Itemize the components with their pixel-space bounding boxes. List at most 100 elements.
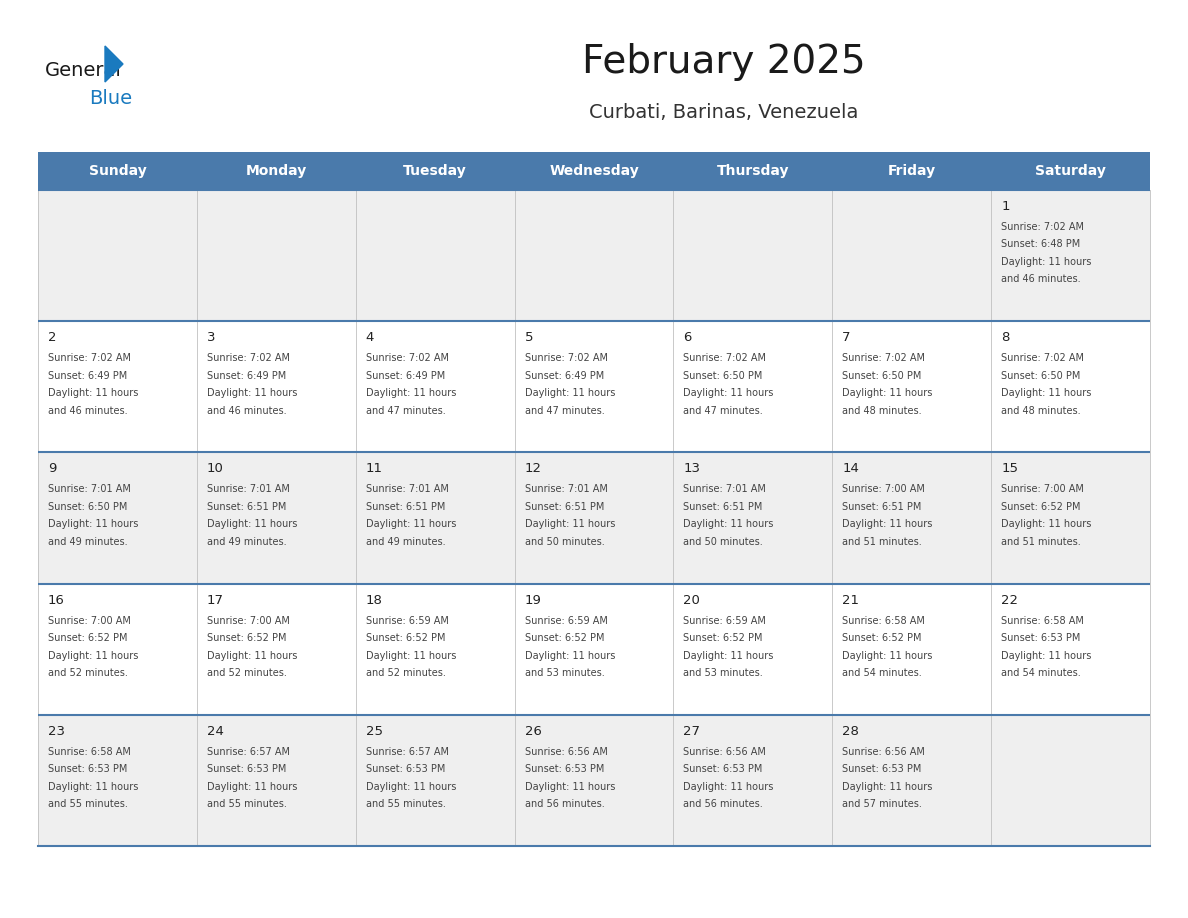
- Text: 19: 19: [525, 594, 542, 607]
- Text: Sunrise: 7:00 AM: Sunrise: 7:00 AM: [48, 616, 131, 625]
- Text: 15: 15: [1001, 463, 1018, 476]
- Text: Sunrise: 7:01 AM: Sunrise: 7:01 AM: [683, 485, 766, 495]
- Text: and 51 minutes.: and 51 minutes.: [842, 537, 922, 547]
- Text: Sunrise: 7:02 AM: Sunrise: 7:02 AM: [525, 353, 607, 364]
- Text: Sunrise: 6:59 AM: Sunrise: 6:59 AM: [366, 616, 449, 625]
- Text: 2: 2: [48, 331, 57, 344]
- Text: Saturday: Saturday: [1035, 164, 1106, 178]
- Text: Sunrise: 6:58 AM: Sunrise: 6:58 AM: [1001, 616, 1083, 625]
- Text: Sunrise: 7:01 AM: Sunrise: 7:01 AM: [48, 485, 131, 495]
- Text: 13: 13: [683, 463, 701, 476]
- Text: Sunday: Sunday: [89, 164, 146, 178]
- Text: and 50 minutes.: and 50 minutes.: [525, 537, 605, 547]
- Text: Daylight: 11 hours: Daylight: 11 hours: [683, 520, 773, 530]
- Text: Daylight: 11 hours: Daylight: 11 hours: [842, 782, 933, 792]
- Bar: [38, 190, 1150, 321]
- Text: Sunset: 6:52 PM: Sunset: 6:52 PM: [48, 633, 127, 644]
- Text: Sunset: 6:49 PM: Sunset: 6:49 PM: [525, 371, 604, 381]
- Text: Daylight: 11 hours: Daylight: 11 hours: [842, 520, 933, 530]
- Text: Sunset: 6:50 PM: Sunset: 6:50 PM: [683, 371, 763, 381]
- Text: Daylight: 11 hours: Daylight: 11 hours: [1001, 257, 1092, 267]
- Text: and 52 minutes.: and 52 minutes.: [48, 668, 128, 678]
- Text: and 56 minutes.: and 56 minutes.: [525, 800, 605, 810]
- Text: Sunrise: 6:56 AM: Sunrise: 6:56 AM: [842, 747, 925, 756]
- Text: Sunrise: 6:57 AM: Sunrise: 6:57 AM: [366, 747, 449, 756]
- Text: Daylight: 11 hours: Daylight: 11 hours: [1001, 651, 1092, 661]
- Text: Sunset: 6:50 PM: Sunset: 6:50 PM: [48, 502, 127, 512]
- Text: Sunset: 6:50 PM: Sunset: 6:50 PM: [1001, 371, 1081, 381]
- Text: Daylight: 11 hours: Daylight: 11 hours: [366, 651, 456, 661]
- Text: Sunrise: 7:02 AM: Sunrise: 7:02 AM: [207, 353, 290, 364]
- Text: and 46 minutes.: and 46 minutes.: [1001, 274, 1081, 285]
- Text: and 52 minutes.: and 52 minutes.: [207, 668, 286, 678]
- Text: 3: 3: [207, 331, 215, 344]
- Text: Sunset: 6:52 PM: Sunset: 6:52 PM: [525, 633, 604, 644]
- Text: Sunrise: 6:56 AM: Sunrise: 6:56 AM: [683, 747, 766, 756]
- Text: and 53 minutes.: and 53 minutes.: [525, 668, 605, 678]
- Text: Sunrise: 7:02 AM: Sunrise: 7:02 AM: [48, 353, 131, 364]
- Text: 27: 27: [683, 725, 701, 738]
- Text: Sunset: 6:52 PM: Sunset: 6:52 PM: [842, 633, 922, 644]
- Text: Daylight: 11 hours: Daylight: 11 hours: [366, 520, 456, 530]
- Text: and 55 minutes.: and 55 minutes.: [207, 800, 286, 810]
- Text: Sunrise: 7:00 AM: Sunrise: 7:00 AM: [1001, 485, 1083, 495]
- Text: Sunrise: 6:56 AM: Sunrise: 6:56 AM: [525, 747, 607, 756]
- Text: and 51 minutes.: and 51 minutes.: [1001, 537, 1081, 547]
- Text: and 47 minutes.: and 47 minutes.: [525, 406, 605, 416]
- Text: and 57 minutes.: and 57 minutes.: [842, 800, 922, 810]
- Text: Sunset: 6:53 PM: Sunset: 6:53 PM: [683, 765, 763, 774]
- Text: Sunset: 6:52 PM: Sunset: 6:52 PM: [207, 633, 286, 644]
- Text: Daylight: 11 hours: Daylight: 11 hours: [366, 782, 456, 792]
- Text: 28: 28: [842, 725, 859, 738]
- Bar: [38, 715, 1150, 846]
- Text: and 46 minutes.: and 46 minutes.: [48, 406, 127, 416]
- Text: Blue: Blue: [89, 89, 132, 108]
- Text: Sunset: 6:53 PM: Sunset: 6:53 PM: [366, 765, 446, 774]
- Text: Thursday: Thursday: [716, 164, 789, 178]
- Text: Sunset: 6:52 PM: Sunset: 6:52 PM: [366, 633, 446, 644]
- Text: Sunrise: 7:02 AM: Sunrise: 7:02 AM: [842, 353, 925, 364]
- Text: Daylight: 11 hours: Daylight: 11 hours: [1001, 520, 1092, 530]
- Text: 22: 22: [1001, 594, 1018, 607]
- Text: February 2025: February 2025: [582, 43, 866, 81]
- Bar: [38, 321, 1150, 453]
- Text: Sunrise: 7:02 AM: Sunrise: 7:02 AM: [683, 353, 766, 364]
- Text: Sunrise: 7:00 AM: Sunrise: 7:00 AM: [842, 485, 925, 495]
- Text: Sunset: 6:51 PM: Sunset: 6:51 PM: [525, 502, 604, 512]
- Text: Sunset: 6:53 PM: Sunset: 6:53 PM: [842, 765, 922, 774]
- Text: Daylight: 11 hours: Daylight: 11 hours: [48, 782, 138, 792]
- Text: Sunset: 6:53 PM: Sunset: 6:53 PM: [1001, 633, 1081, 644]
- Text: Wednesday: Wednesday: [549, 164, 639, 178]
- Text: and 54 minutes.: and 54 minutes.: [1001, 668, 1081, 678]
- Text: Tuesday: Tuesday: [403, 164, 467, 178]
- Text: Sunrise: 7:01 AM: Sunrise: 7:01 AM: [207, 485, 290, 495]
- Text: 9: 9: [48, 463, 56, 476]
- Text: Sunset: 6:53 PM: Sunset: 6:53 PM: [48, 765, 127, 774]
- Text: Sunset: 6:52 PM: Sunset: 6:52 PM: [683, 633, 763, 644]
- Text: Daylight: 11 hours: Daylight: 11 hours: [525, 388, 615, 398]
- Text: and 50 minutes.: and 50 minutes.: [683, 537, 763, 547]
- Text: 4: 4: [366, 331, 374, 344]
- Text: 25: 25: [366, 725, 383, 738]
- Text: Daylight: 11 hours: Daylight: 11 hours: [683, 651, 773, 661]
- Text: 23: 23: [48, 725, 65, 738]
- Text: 18: 18: [366, 594, 383, 607]
- Text: 1: 1: [1001, 200, 1010, 213]
- Bar: [38, 453, 1150, 584]
- Text: Sunset: 6:49 PM: Sunset: 6:49 PM: [207, 371, 286, 381]
- Text: Daylight: 11 hours: Daylight: 11 hours: [48, 651, 138, 661]
- Text: 5: 5: [525, 331, 533, 344]
- Text: and 47 minutes.: and 47 minutes.: [366, 406, 446, 416]
- Text: Daylight: 11 hours: Daylight: 11 hours: [525, 651, 615, 661]
- Text: 14: 14: [842, 463, 859, 476]
- Text: and 55 minutes.: and 55 minutes.: [48, 800, 128, 810]
- Text: 12: 12: [525, 463, 542, 476]
- Text: Daylight: 11 hours: Daylight: 11 hours: [842, 651, 933, 661]
- Text: Daylight: 11 hours: Daylight: 11 hours: [207, 782, 297, 792]
- Text: Daylight: 11 hours: Daylight: 11 hours: [48, 520, 138, 530]
- Text: 6: 6: [683, 331, 691, 344]
- Text: and 53 minutes.: and 53 minutes.: [683, 668, 763, 678]
- Text: Sunrise: 6:57 AM: Sunrise: 6:57 AM: [207, 747, 290, 756]
- Text: Daylight: 11 hours: Daylight: 11 hours: [683, 388, 773, 398]
- Text: and 46 minutes.: and 46 minutes.: [207, 406, 286, 416]
